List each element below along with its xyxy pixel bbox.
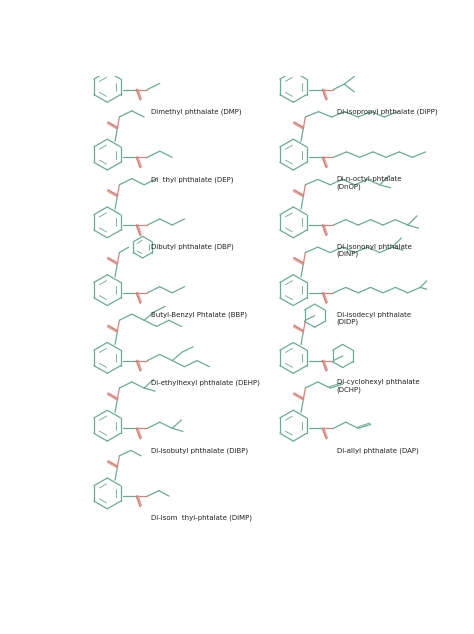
Text: Di-isobutyl phthalate (DiBP): Di-isobutyl phthalate (DiBP) (151, 447, 248, 454)
Text: Di-cyclohexyl phthalate
(DCHP): Di-cyclohexyl phthalate (DCHP) (337, 380, 419, 393)
Text: Dimethyl phthalate (DMP): Dimethyl phthalate (DMP) (151, 108, 241, 115)
Text: Butyl-Benzyl Phtalate (BBP): Butyl-Benzyl Phtalate (BBP) (151, 312, 247, 318)
Text: Di-n-octyl-phtalate
(DnOP): Di-n-octyl-phtalate (DnOP) (337, 176, 402, 190)
Text: Dibutyl phthalate (DBP): Dibutyl phthalate (DBP) (151, 244, 234, 250)
Text: Di-isononyl phthalate
(DiNP): Di-isononyl phthalate (DiNP) (337, 244, 411, 257)
Text: Di-allyl phthalate (DAP): Di-allyl phthalate (DAP) (337, 447, 419, 454)
Text: Di-isom  thyl-phtalate (DiMP): Di-isom thyl-phtalate (DiMP) (151, 515, 252, 522)
Text: Di  thyl phthalate (DEP): Di thyl phthalate (DEP) (151, 176, 233, 183)
Text: Di-isodecyl phthalate
(DiDP): Di-isodecyl phthalate (DiDP) (337, 312, 411, 325)
Text: Di-isopropyl phthalate (DiPP): Di-isopropyl phthalate (DiPP) (337, 108, 438, 115)
Text: Di-ethylhexyl phthalate (DEHP): Di-ethylhexyl phthalate (DEHP) (151, 380, 260, 386)
